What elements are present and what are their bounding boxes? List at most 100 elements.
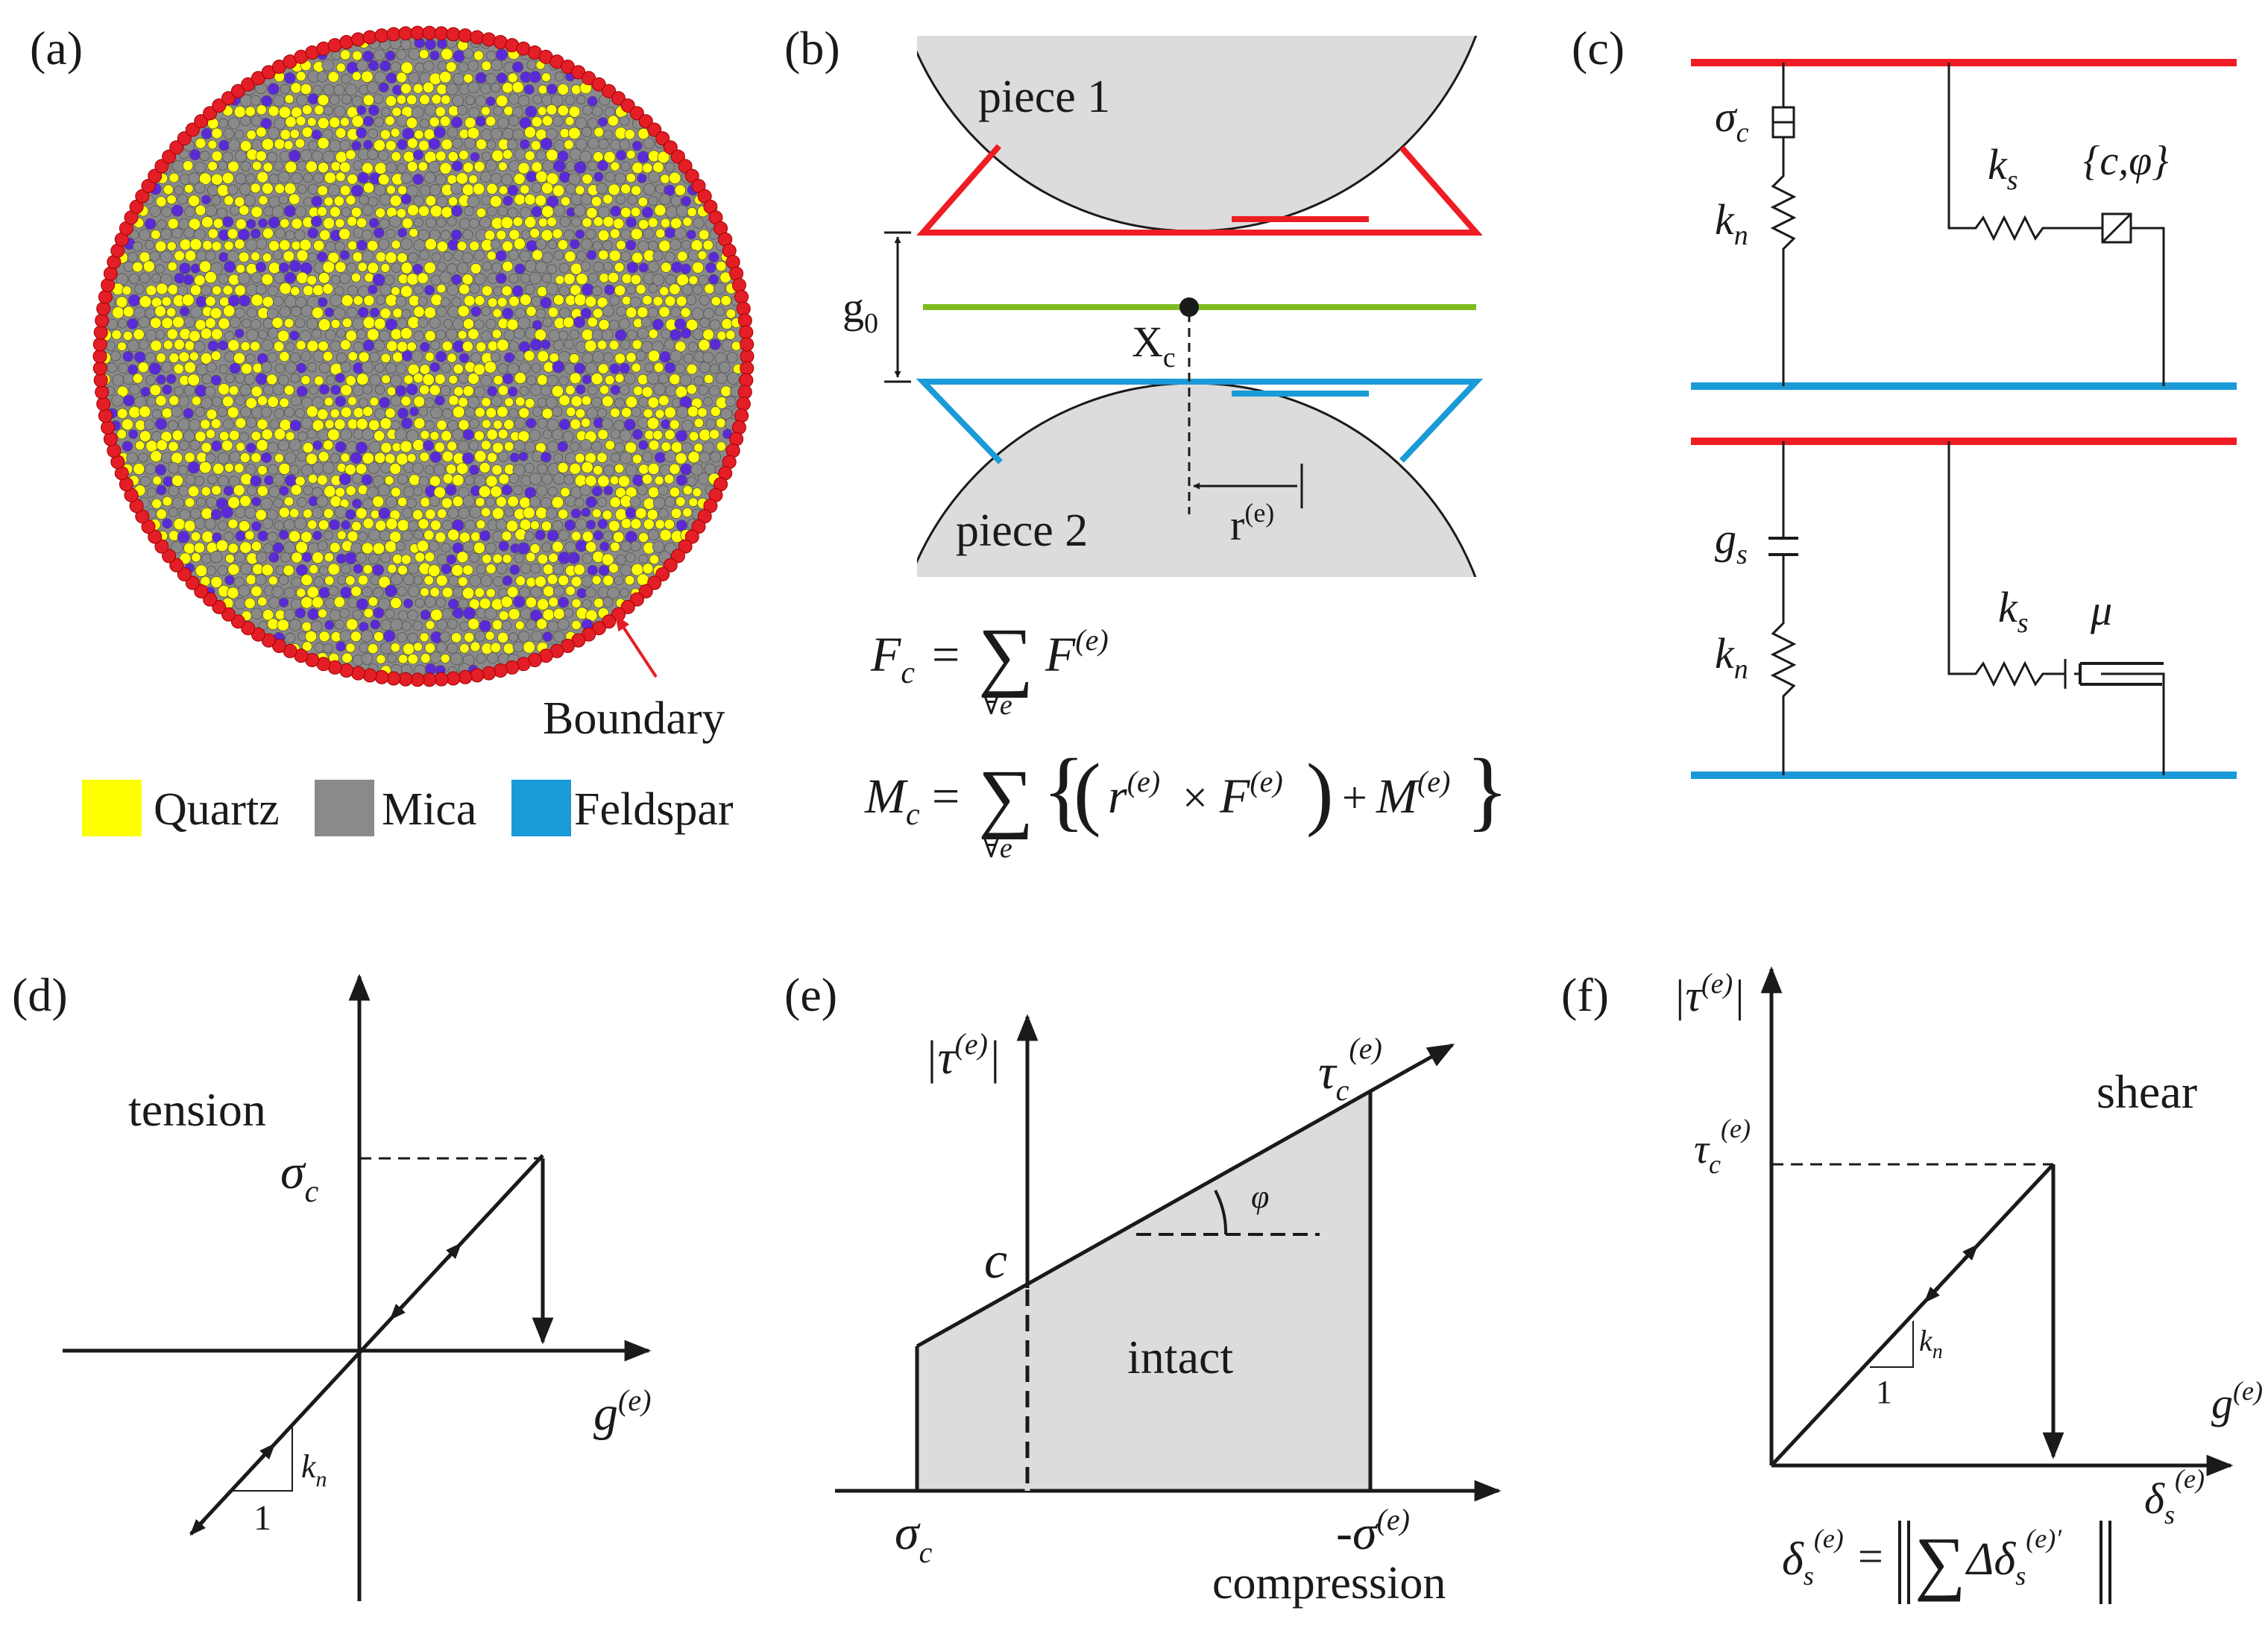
- disc-particle: [306, 318, 318, 330]
- disc-particle: [397, 162, 407, 174]
- disc-particle: [362, 384, 373, 394]
- disc-particle: [204, 317, 216, 329]
- disc-particle: [492, 553, 503, 564]
- disc-particle: [251, 496, 262, 507]
- disc-particle: [457, 576, 468, 587]
- disc-particle: [493, 375, 504, 385]
- disc-particle: [400, 172, 412, 184]
- disc-particle: [168, 461, 180, 474]
- disc-particle: [171, 315, 185, 329]
- disc-particle: [347, 597, 359, 609]
- disc-particle: [683, 353, 694, 364]
- disc-particle: [491, 82, 501, 92]
- disc-particle: [472, 183, 485, 195]
- disc-particle: [149, 384, 162, 397]
- disc-particle: [139, 430, 151, 443]
- disc-particle: [670, 508, 682, 519]
- disc-particle: [526, 417, 537, 429]
- disc-particle: [279, 351, 290, 362]
- disc-particle: [427, 564, 441, 577]
- disc-particle: [620, 564, 632, 577]
- disc-particle: [582, 553, 593, 564]
- disc-particle: [450, 182, 463, 195]
- disc-particle: [681, 442, 693, 453]
- disc-particle: [458, 397, 469, 408]
- disc-particle: [601, 553, 614, 567]
- disc-particle: [274, 428, 286, 441]
- disc-particle: [631, 140, 643, 151]
- disc-particle: [581, 283, 594, 296]
- disc-particle: [283, 609, 296, 622]
- disc-particle: [720, 408, 733, 420]
- disc-particle: [648, 196, 658, 206]
- disc-particle: [597, 497, 608, 508]
- disc-particle: [379, 552, 391, 564]
- disc-particle: [484, 230, 496, 241]
- disc-particle: [361, 474, 373, 486]
- disc-particle: [351, 140, 362, 151]
- granular-disc: [92, 25, 755, 687]
- disc-particle: [244, 597, 256, 609]
- disc-particle: [374, 116, 385, 127]
- disc-particle: [324, 619, 335, 631]
- disc-particle: [341, 520, 351, 530]
- disc-particle: [493, 575, 504, 587]
- disc-particle: [199, 151, 210, 162]
- disc-particle: [435, 106, 447, 118]
- disc-particle: [388, 215, 402, 228]
- disc-particle: [160, 250, 173, 263]
- disc-particle: [156, 353, 166, 363]
- disc-particle: [635, 350, 646, 362]
- disc-particle: [133, 463, 145, 476]
- disc-particle: [703, 397, 714, 407]
- disc-particle: [502, 307, 514, 320]
- disc-particle: [568, 105, 581, 118]
- disc-particle: [608, 249, 621, 262]
- disc-particle: [565, 183, 576, 195]
- disc-particle: [201, 397, 213, 409]
- disc-particle: [631, 406, 642, 417]
- disc-particle: [356, 105, 367, 116]
- disc-particle: [643, 137, 655, 150]
- disc-particle: [317, 408, 329, 420]
- disc-particle: [435, 329, 446, 341]
- disc-particle: [487, 651, 499, 664]
- disc-particle: [357, 485, 368, 496]
- boundary-particle: [691, 179, 706, 193]
- disc-particle: [341, 74, 351, 84]
- disc-particle: [290, 82, 302, 94]
- disc-particle: [611, 452, 621, 463]
- disc-particle: [543, 585, 555, 597]
- disc-particle: [255, 508, 267, 521]
- disc-particle: [318, 384, 330, 395]
- disc-particle: [129, 383, 141, 395]
- disc-particle: [570, 418, 582, 430]
- disc-particle: [502, 260, 514, 272]
- disc-particle: [221, 395, 234, 408]
- disc-particle: [620, 587, 629, 598]
- boundary-particle: [629, 106, 644, 121]
- disc-particle: [419, 119, 429, 129]
- disc-particle: [350, 452, 362, 464]
- disc-particle: [450, 632, 462, 643]
- disc-particle: [210, 508, 222, 520]
- disc-particle: [474, 295, 485, 306]
- disc-particle: [400, 83, 412, 95]
- disc-particle: [508, 160, 520, 172]
- disc-particle: [268, 240, 280, 252]
- disc-particle: [714, 283, 726, 295]
- disc-particle: [679, 373, 692, 387]
- disc-particle: [604, 284, 615, 296]
- disc-particle: [347, 215, 358, 227]
- disc-particle: [335, 441, 347, 453]
- disc-particle: [139, 406, 151, 418]
- d-one-label: 1: [253, 1498, 271, 1538]
- boundary-particle: [177, 567, 192, 581]
- disc-particle: [420, 429, 430, 440]
- legend-label-feldspar: Feldspar: [574, 784, 734, 835]
- disc-particle: [362, 428, 374, 441]
- disc-particle: [353, 295, 364, 306]
- disc-particle: [289, 352, 300, 363]
- disc-particle: [369, 397, 379, 407]
- disc-particle: [251, 608, 263, 619]
